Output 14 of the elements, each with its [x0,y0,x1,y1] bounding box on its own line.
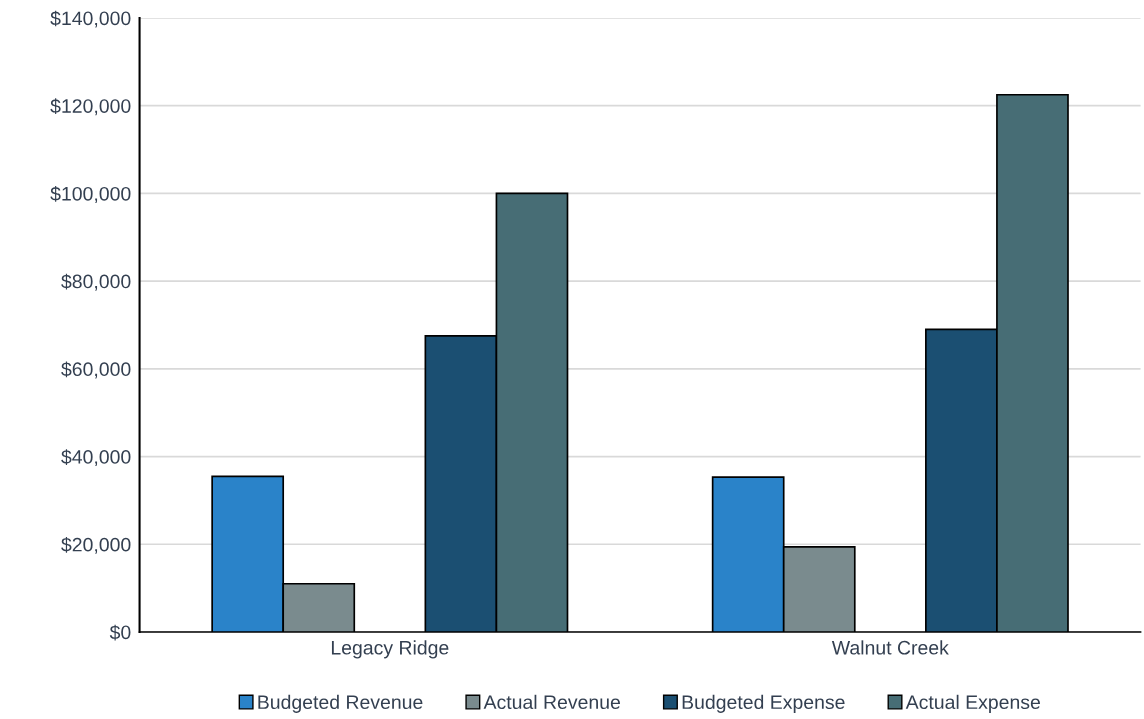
x-tick-label: Legacy Ridge [331,640,449,659]
y-tick-label: $40,000 [61,449,131,467]
y-tick-label: $120,000 [50,98,131,116]
legend-label: Budgeted Expense [682,694,845,713]
y-tick-label: $0 [109,624,131,641]
legend-label: Actual Expense [905,694,1040,713]
legend-label: Budgeted Revenue [258,694,423,713]
x-tick-label: Walnut Creek [831,640,949,655]
y-tick-label: $20,000 [61,536,131,554]
y-tick-label: $60,000 [61,361,131,379]
y-tick-label: $80,000 [61,273,131,291]
y-tick-label: $140,000 [50,10,131,28]
legend-label: Actual Revenue [483,694,620,710]
y-tick-label: $100,000 [50,186,131,203]
